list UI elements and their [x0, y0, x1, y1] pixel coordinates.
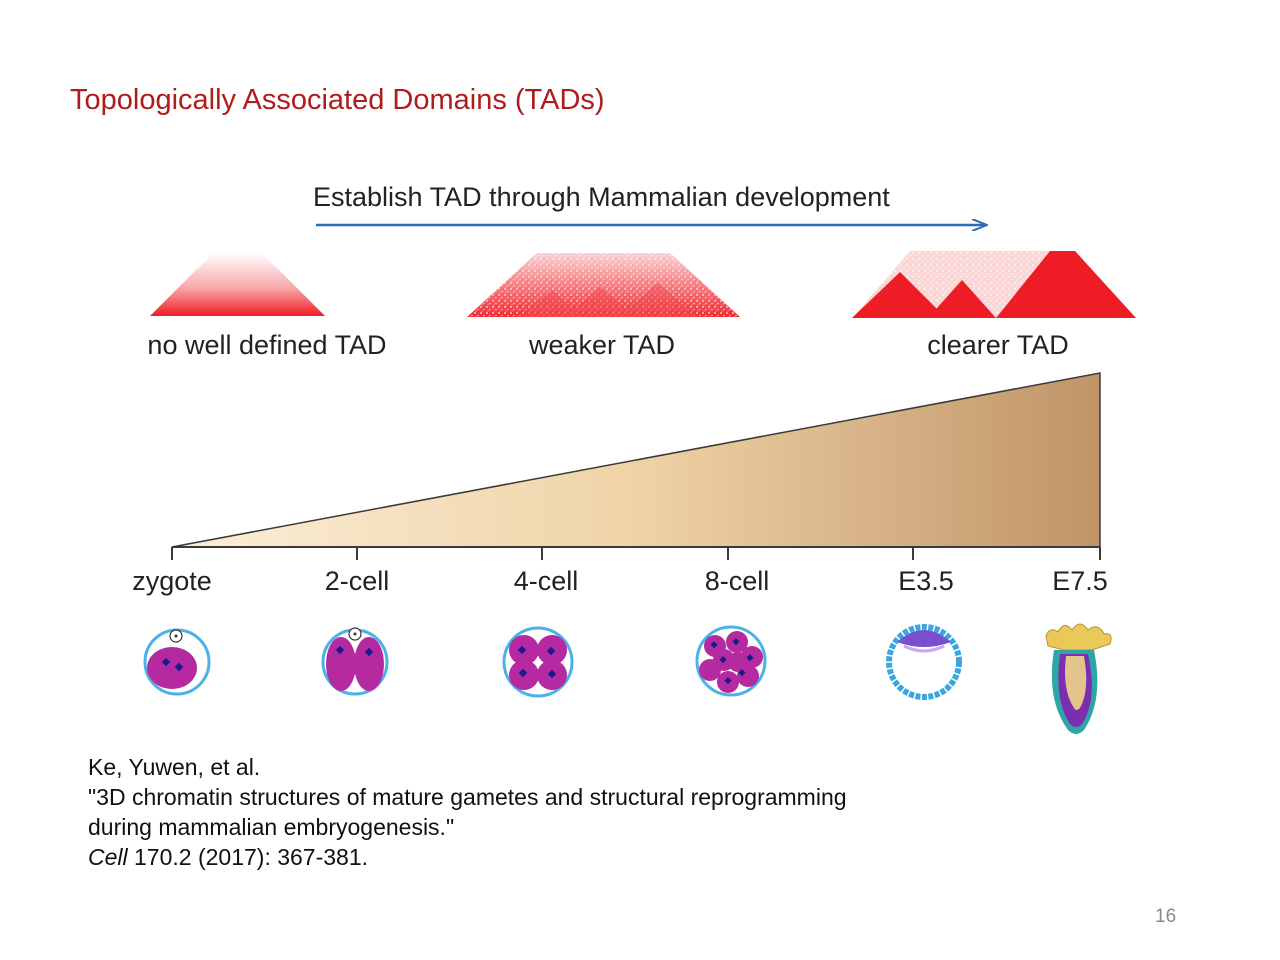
- tad-stage-label: clearer TAD: [927, 330, 1069, 360]
- timeline-label: E3.5: [898, 566, 954, 596]
- blastocyst-e35-icon: [886, 624, 962, 700]
- page-number: 16: [1155, 906, 1177, 927]
- slide-title: Topologically Associated Domains (TADs): [70, 84, 605, 116]
- citation: Ke, Yuwen, et al. "3D chromatin structur…: [88, 752, 847, 872]
- tad-heatmap-none: [150, 253, 325, 316]
- citation-authors: Ke, Yuwen, et al.: [88, 754, 261, 780]
- timeline-label: 2-cell: [325, 566, 390, 596]
- two-cell-embryo-icon: [321, 627, 389, 696]
- timeline-label: E7.5: [1052, 566, 1108, 596]
- eight-cell-embryo-icon: [695, 625, 767, 697]
- tad-heatmap-clearer: [852, 251, 1136, 318]
- arrow-label: Establish TAD through Mammalian developm…: [313, 182, 890, 212]
- citation-title-line1: "3D chromatin structures of mature gamet…: [88, 784, 847, 810]
- tad-stage-label: no well defined TAD: [147, 330, 386, 360]
- timeline-axis: [171, 546, 1101, 560]
- timeline-label: zygote: [132, 566, 212, 596]
- tad-stage-label: weaker TAD: [528, 330, 675, 360]
- zygote-embryo-icon: [143, 628, 211, 696]
- four-cell-embryo-icon: [502, 626, 574, 698]
- tad-strength-wedge: [171, 372, 1101, 548]
- timeline-label: 8-cell: [705, 566, 770, 596]
- tad-heatmap-weaker: [467, 253, 740, 317]
- citation-journal: Cell: [88, 844, 128, 870]
- citation-details: 170.2 (2017): 367-381.: [127, 844, 369, 870]
- citation-source: Cell 170.2 (2017): 367-381.: [88, 842, 847, 872]
- citation-title-line2: during mammalian embryogenesis.": [88, 814, 455, 840]
- timeline-label: 4-cell: [514, 566, 579, 596]
- e75-embryo-icon: [1045, 623, 1112, 734]
